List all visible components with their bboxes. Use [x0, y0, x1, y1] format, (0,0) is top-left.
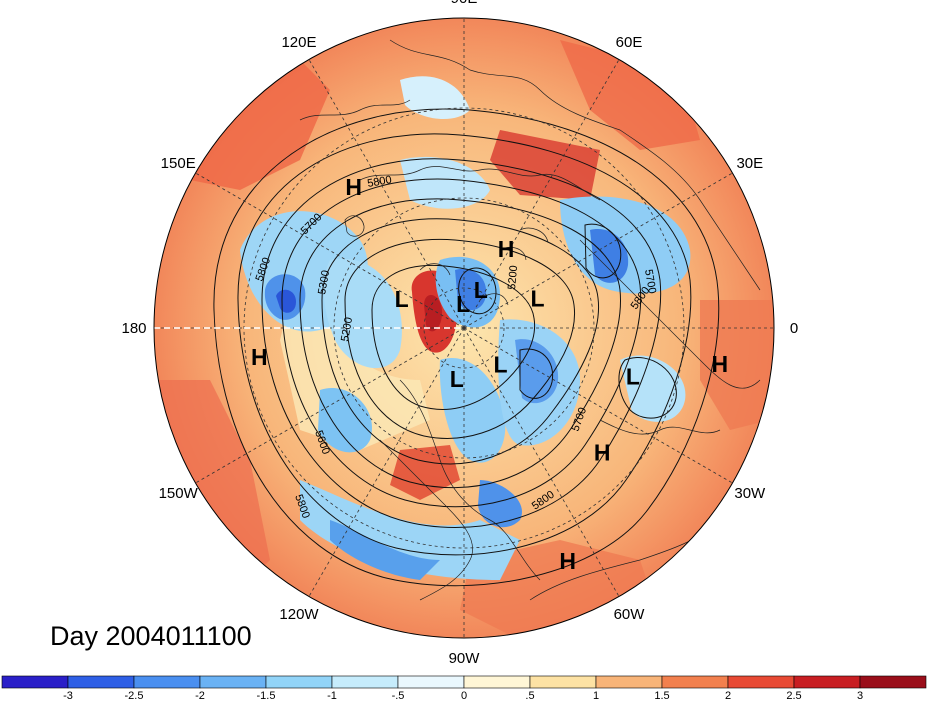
colorbar-swatch — [1, 675, 69, 689]
low-pressure-marker: L — [530, 285, 544, 311]
colorbar-label: -1 — [327, 690, 337, 702]
high-pressure-marker: H — [251, 344, 268, 370]
longitude-label: 180 — [121, 320, 146, 337]
height-contours — [213, 108, 720, 587]
contour-label: 5800 — [366, 174, 392, 190]
colorbar-label: -2.5 — [125, 690, 144, 702]
meridian-line — [463, 327, 620, 597]
high-pressure-marker: H — [345, 174, 362, 200]
meridian-line — [195, 172, 465, 329]
colorbar-label: 1.5 — [654, 690, 669, 702]
colorbar-swatch — [199, 675, 267, 689]
colorbar-label: -1.5 — [257, 690, 276, 702]
longitude-label: 60W — [614, 606, 646, 623]
colorbar-swatch — [67, 675, 135, 689]
low-pressure-marker: L — [474, 277, 488, 303]
contour-label: 5300 — [316, 269, 332, 295]
colorbar-swatch — [529, 675, 597, 689]
low-pressure-marker: L — [456, 291, 470, 317]
colorbar-label: 0 — [461, 690, 467, 702]
longitude-label: 90E — [451, 0, 478, 7]
colorbar-swatch — [331, 675, 399, 689]
longitude-label: 150W — [159, 485, 199, 502]
colorbar-label: 1 — [593, 690, 599, 702]
high-pressure-marker: H — [594, 440, 611, 466]
low-pressure-marker: L — [493, 352, 507, 378]
colorbar-label: -3 — [63, 690, 73, 702]
meridian-line — [463, 59, 620, 329]
colorbar-swatch — [133, 675, 201, 689]
longitude-label: 30E — [736, 155, 763, 172]
low-pressure-marker: L — [450, 366, 464, 392]
colorbar: -3 -2.5 -2 -1.5 -1 -.5 0 .5 1 1.5 2 2.5 3 — [1, 675, 927, 702]
colorbar-swatch — [397, 675, 465, 689]
meridian-line — [308, 59, 465, 329]
contour-label: 5200 — [339, 316, 355, 342]
colorbar-label: .5 — [525, 690, 534, 702]
longitude-label: 30W — [734, 485, 766, 502]
longitude-label: 120W — [279, 606, 319, 623]
contour-label: 5700 — [642, 268, 658, 294]
longitude-label: 90W — [449, 650, 481, 667]
colorbar-label: 2 — [725, 690, 731, 702]
colorbar-swatch — [463, 675, 531, 689]
colorbar-swatch — [265, 675, 333, 689]
meridian-line — [308, 327, 465, 597]
longitude-label: 0 — [790, 320, 798, 337]
high-pressure-marker: H — [711, 351, 728, 377]
high-pressure-marker: H — [498, 236, 515, 262]
longitude-labels: 90E 60E 30E 0 30W 60W 90W 120W 150W 180 150E 120E — [121, 0, 798, 667]
coastlines — [299, 39, 761, 601]
longitude-label: 150E — [161, 155, 196, 172]
colorbar-swatch — [727, 675, 795, 689]
map-title: Day 2004011100 — [50, 621, 252, 651]
map-boundary — [153, 17, 775, 639]
meridian-line — [463, 172, 733, 329]
colorbar-label: 3 — [857, 690, 863, 702]
colorbar-swatch — [661, 675, 729, 689]
longitude-label: 60E — [616, 34, 643, 51]
colorbar-swatch — [595, 675, 663, 689]
meridian-line — [463, 327, 733, 484]
low-pressure-marker: L — [395, 286, 409, 312]
colorbar-label: -.5 — [392, 690, 405, 702]
contour-label: 5200 — [506, 265, 520, 290]
high-pressure-marker: H — [559, 548, 576, 574]
longitude-label: 120E — [281, 34, 316, 51]
colorbar-swatch — [859, 675, 927, 689]
colorbar-swatch — [793, 675, 861, 689]
meridian-line — [195, 327, 465, 484]
colorbar-label: 2.5 — [786, 690, 801, 702]
colorbar-label: -2 — [195, 690, 205, 702]
low-pressure-marker: L — [626, 363, 640, 389]
